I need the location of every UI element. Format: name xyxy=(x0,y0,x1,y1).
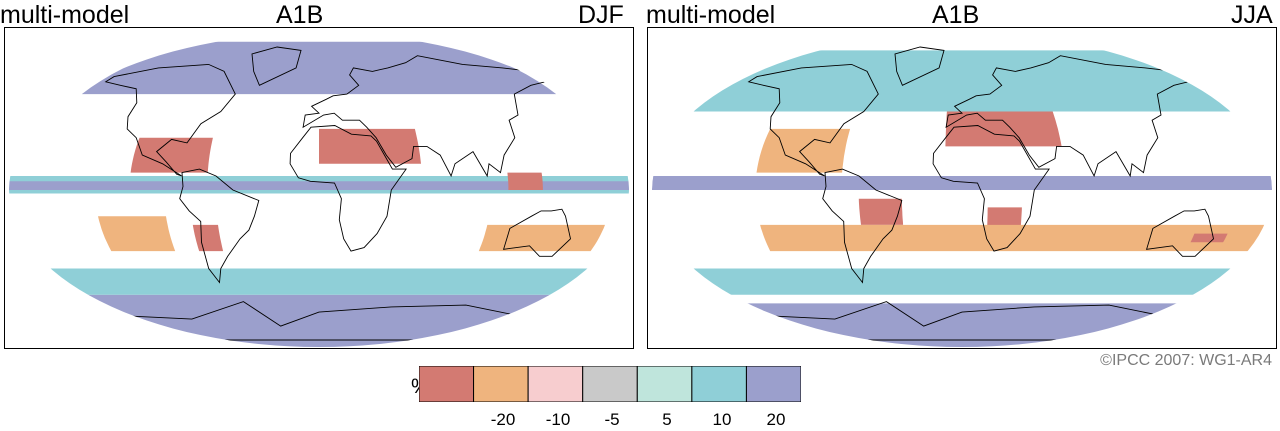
panel-model-label: multi-model xyxy=(0,1,130,29)
precip-change-region xyxy=(9,181,629,190)
legend-tick-label: 20 xyxy=(766,410,786,429)
legend-color-bin xyxy=(636,366,693,402)
coastline xyxy=(822,168,903,284)
coastline xyxy=(894,46,945,86)
panel-season-label: JJA xyxy=(1231,1,1273,29)
legend-tick-label: -20 xyxy=(490,410,516,429)
coastline xyxy=(289,125,407,252)
copyright-notice: ©IPCC 2007: WG1-AR4 xyxy=(1100,352,1272,369)
precip-change-region xyxy=(81,41,557,95)
coastline xyxy=(251,46,302,86)
precip-change-region xyxy=(652,176,1272,190)
precip-change-region xyxy=(858,198,904,225)
legend-tick-label: 10 xyxy=(712,410,732,429)
map-canvas xyxy=(9,33,629,347)
panel-scenario-label: A1B xyxy=(932,1,980,29)
panel-season-label: DJF xyxy=(578,1,624,29)
legend-tick-label: -5 xyxy=(604,410,620,429)
coastline xyxy=(1145,208,1214,257)
precip-change-region xyxy=(760,224,1265,252)
precip-change-region xyxy=(130,137,213,173)
precip-change-region xyxy=(690,268,1234,295)
precip-change-region xyxy=(47,268,591,295)
coastline xyxy=(104,63,236,177)
map-panel-jja xyxy=(647,27,1277,349)
precip-change-region xyxy=(945,111,1062,147)
legend-tick-label: 5 xyxy=(662,410,672,429)
precip-change-region xyxy=(80,294,558,347)
precip-change-region xyxy=(319,128,421,164)
legend-colorbar-canvas xyxy=(419,366,801,402)
legend-color-bin xyxy=(691,366,747,402)
precip-change-region xyxy=(98,216,176,252)
coastline xyxy=(932,125,1050,252)
precip-change-region xyxy=(478,224,605,252)
map-panel-djf xyxy=(4,27,634,349)
coastline xyxy=(945,55,1190,178)
precip-change-region xyxy=(192,224,224,252)
precip-change-region xyxy=(507,172,543,190)
legend-color-bin xyxy=(582,366,638,402)
legend-colorbar xyxy=(419,366,801,402)
precip-change-region xyxy=(1190,233,1228,243)
legend-color-bin xyxy=(473,366,529,402)
coastline xyxy=(302,55,547,178)
coastline xyxy=(179,168,260,284)
legend-color-bin xyxy=(419,366,475,402)
legend-tick-label: -10 xyxy=(545,410,571,429)
coastline xyxy=(763,301,1163,341)
precip-change-region xyxy=(738,303,1186,347)
coastline xyxy=(747,63,879,177)
legend-color-bin xyxy=(527,366,584,402)
panel-scenario-label: A1B xyxy=(276,1,324,29)
coastline xyxy=(502,208,571,257)
precip-change-region xyxy=(756,128,851,173)
map-canvas xyxy=(652,33,1272,347)
precip-change-region xyxy=(690,50,1234,112)
legend-color-bin xyxy=(745,366,801,402)
panel-model-label: multi-model xyxy=(646,1,776,29)
coastline xyxy=(120,301,520,341)
